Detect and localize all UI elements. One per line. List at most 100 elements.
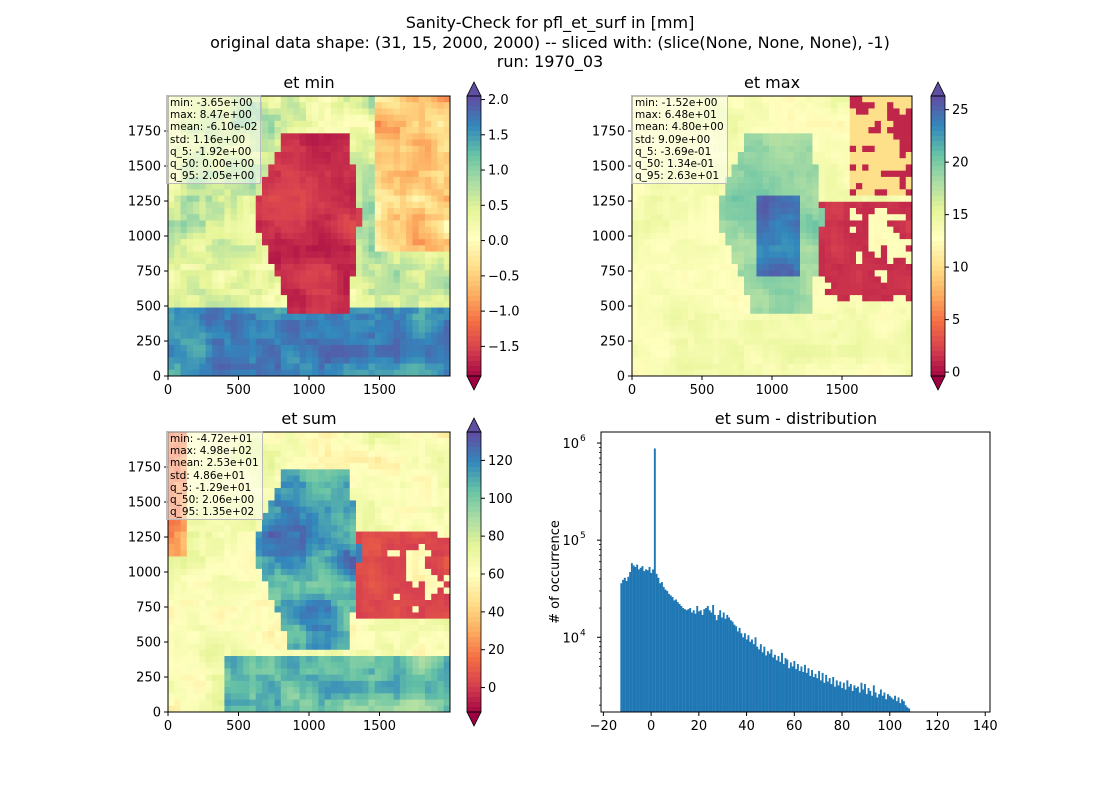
map-cell [362, 164, 369, 172]
map-cell [418, 176, 426, 184]
map-cell [663, 226, 670, 234]
map-cell [399, 195, 407, 203]
map-cell [719, 307, 726, 315]
map-cell [700, 239, 708, 246]
map-cell [255, 232, 263, 240]
map-cell [362, 295, 369, 302]
map-cell [205, 363, 213, 371]
map-cell [387, 220, 394, 228]
map-cell [424, 176, 432, 184]
map-cell [356, 239, 363, 246]
map-cell [905, 139, 913, 147]
map-cell [274, 195, 282, 203]
map-cell [349, 133, 357, 140]
map-cell [837, 313, 844, 321]
map-cell [399, 351, 407, 358]
map-cell [305, 270, 313, 277]
map-cell [299, 183, 307, 190]
map-cell [768, 108, 776, 116]
map-cell [280, 239, 288, 246]
map-cell [868, 152, 876, 159]
map-cell [632, 332, 639, 340]
map-cell [230, 525, 238, 532]
map-cell [669, 276, 676, 284]
map-cell [255, 195, 263, 203]
map-cell [280, 500, 288, 508]
map-cell [632, 220, 639, 228]
map-cell [243, 369, 250, 377]
map-cell [681, 183, 689, 190]
map-cell [318, 338, 326, 346]
colorbar-segment [467, 341, 481, 347]
map-cell [356, 201, 363, 209]
map-cell [762, 208, 770, 215]
map-cell [299, 500, 307, 508]
map-cell [756, 344, 764, 352]
map-cell [412, 270, 420, 277]
map-cell [412, 295, 420, 302]
map-cell [725, 332, 732, 340]
map-cell [706, 282, 714, 290]
map-cell [719, 320, 726, 327]
map-cell [768, 257, 776, 265]
map-cell [731, 108, 739, 116]
map-cell [874, 189, 882, 196]
suptitle-line-1: Sanity-Check for pfl_et_surf in [mm] [405, 13, 695, 32]
map-cell [812, 170, 820, 178]
map-cell [287, 220, 294, 228]
map-cell [843, 170, 851, 178]
map-cell [343, 369, 351, 377]
map-cell [443, 195, 451, 203]
map-cell [349, 245, 357, 252]
map-cell [393, 114, 401, 122]
map-cell [787, 164, 795, 172]
map-cell [399, 164, 407, 172]
map-cell [205, 301, 213, 308]
map-cell [337, 463, 344, 470]
map-cell [293, 120, 300, 128]
map-cell [431, 500, 438, 508]
map-cell [299, 108, 307, 116]
map-cell [700, 295, 708, 302]
map-cell [368, 463, 376, 470]
map-cell [381, 326, 388, 333]
map-cell [412, 338, 420, 346]
map-cell [268, 127, 275, 134]
map-cell [862, 145, 869, 153]
map-cell [856, 301, 863, 308]
map-cell [737, 164, 745, 172]
map-cell [862, 96, 869, 103]
map-cell [262, 288, 269, 296]
map-cell [812, 320, 820, 327]
map-cell [681, 189, 689, 196]
map-cell [318, 301, 326, 308]
map-cell [318, 96, 326, 103]
map-cell [368, 145, 376, 153]
map-cell [899, 102, 907, 109]
map-cell [230, 270, 238, 277]
map-cell [887, 245, 894, 252]
colorbar-segment [467, 281, 481, 287]
map-cell [793, 108, 801, 116]
map-cell [255, 531, 263, 539]
map-cell [343, 519, 351, 526]
map-cell [843, 183, 851, 190]
map-cell [362, 369, 369, 377]
map-cell [787, 338, 795, 346]
map-cell [737, 344, 745, 352]
map-cell [255, 270, 263, 277]
map-cell [837, 264, 844, 271]
map-cell [255, 307, 263, 315]
map-cell [793, 295, 801, 302]
map-cell [793, 332, 801, 340]
map-cell [824, 363, 832, 371]
map-cell [725, 251, 732, 259]
map-cell [368, 338, 376, 346]
colorbar-segment [467, 261, 481, 267]
map-cell [255, 351, 263, 358]
map-cell [349, 301, 357, 308]
map-cell [368, 257, 376, 265]
map-cell [675, 276, 683, 284]
map-cell [312, 369, 319, 377]
map-cell [899, 320, 907, 327]
